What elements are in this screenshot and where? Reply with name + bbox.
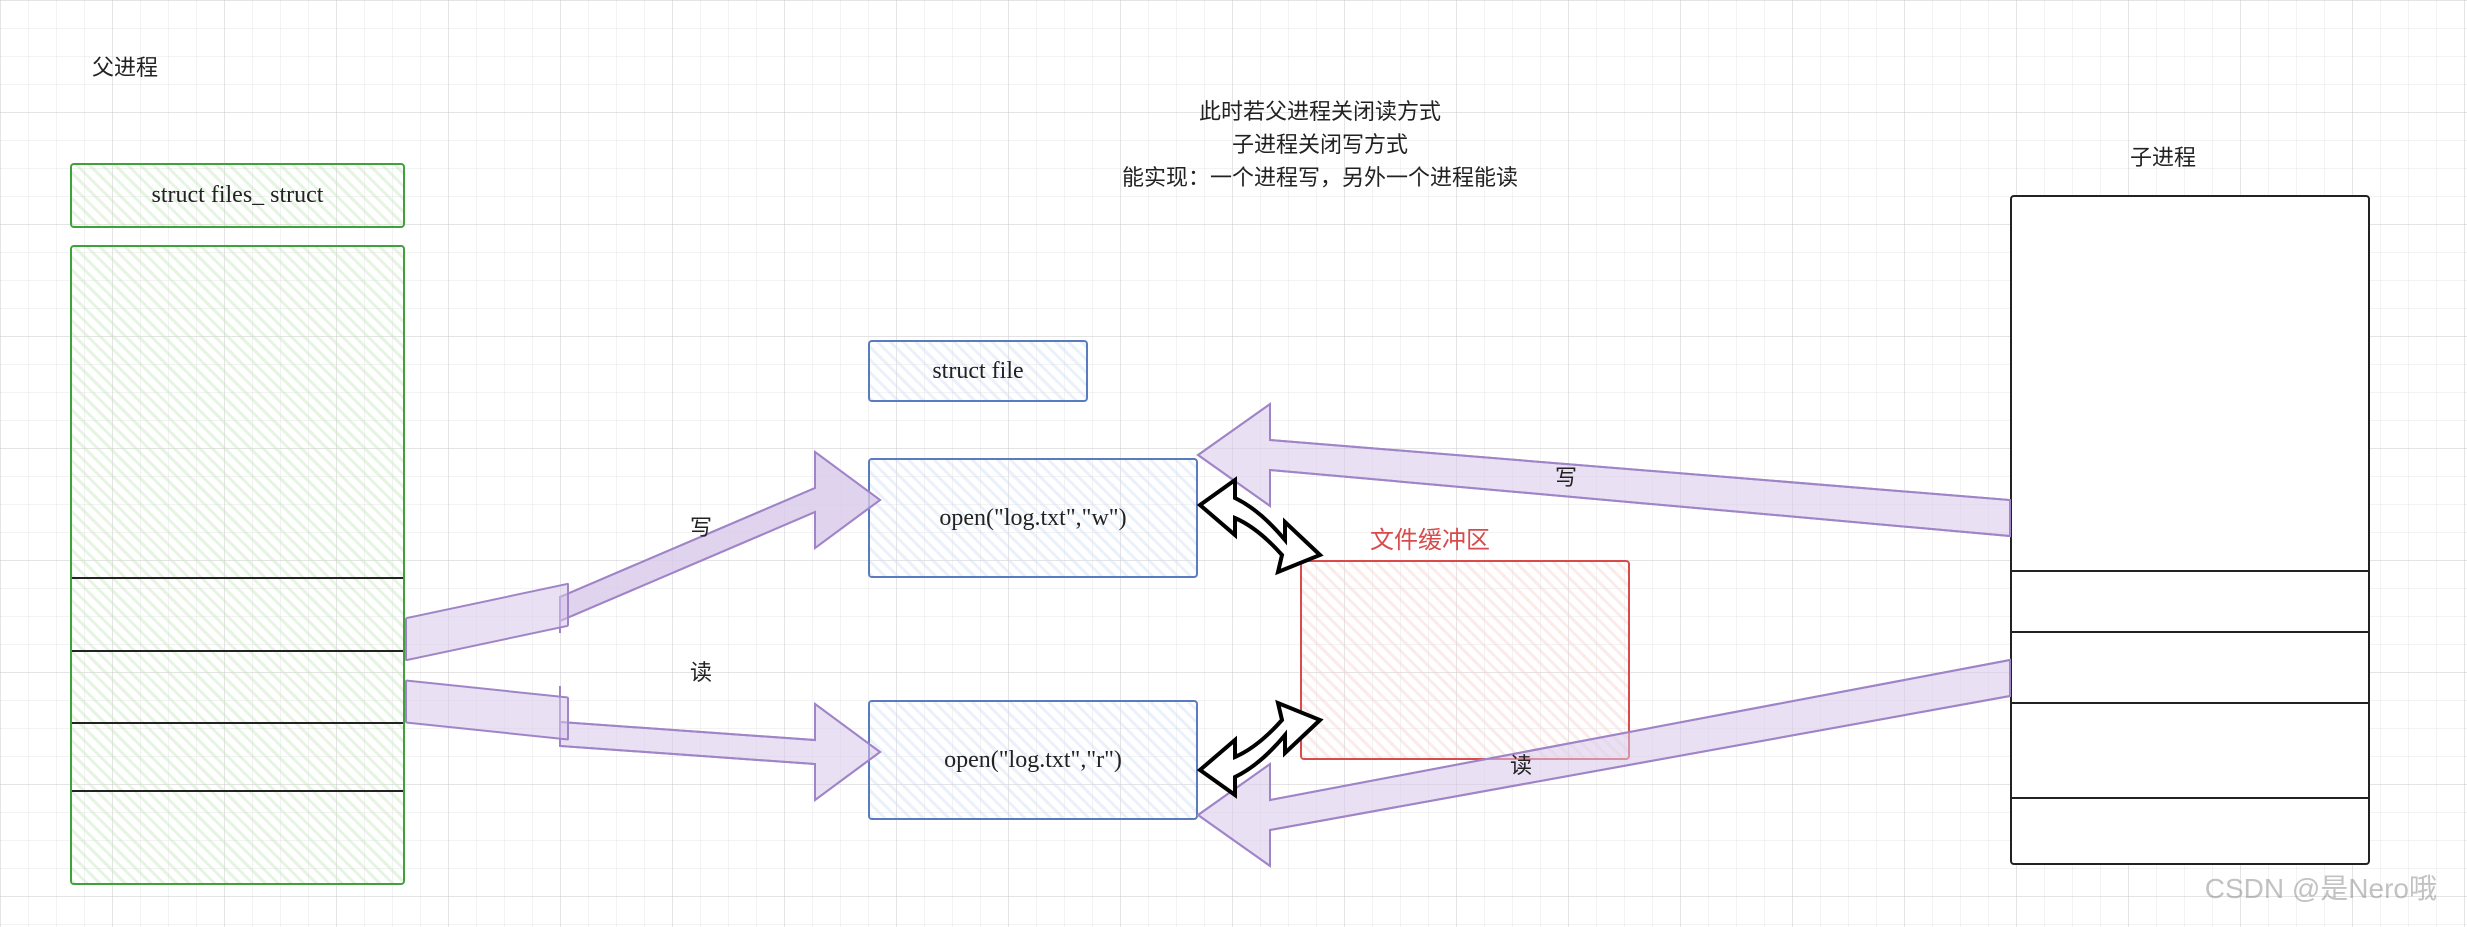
open-read-box: open("log.txt","r") xyxy=(868,700,1198,820)
buffer-label: 文件缓冲区 xyxy=(1370,520,1490,555)
child-body-box xyxy=(2010,195,2370,865)
child-div3 xyxy=(2012,702,2368,704)
label-write-right: 写 xyxy=(1555,460,1577,492)
label-read-left: 读 xyxy=(690,655,712,687)
parent-title: 父进程 xyxy=(92,50,158,82)
struct-file-header: struct file xyxy=(868,340,1088,402)
struct-file-header-text: struct file xyxy=(932,358,1023,385)
msg-line1: 此时若父进程关闭读方式 xyxy=(970,95,1670,128)
child-title: 子进程 xyxy=(2130,140,2196,172)
open-write-box: open("log.txt","w") xyxy=(868,458,1198,578)
parent-div2 xyxy=(72,650,403,652)
parent-div3 xyxy=(72,722,403,724)
parent-header-box: struct files_ struct xyxy=(70,163,405,228)
open-read-text: open("log.txt","r") xyxy=(944,747,1122,774)
msg-line2: 子进程关闭写方式 xyxy=(970,128,1670,161)
child-div2 xyxy=(2012,631,2368,633)
open-write-text: open("log.txt","w") xyxy=(939,505,1126,532)
hatch xyxy=(72,247,403,883)
parent-body-box xyxy=(70,245,405,885)
watermark: CSDN @是Nero哦 xyxy=(2205,867,2437,907)
buffer-box xyxy=(1300,560,1630,760)
label-write-left: 写 xyxy=(690,510,712,542)
child-div1 xyxy=(2012,570,2368,572)
child-div4 xyxy=(2012,797,2368,799)
label-read-right: 读 xyxy=(1510,748,1532,780)
parent-div4 xyxy=(72,790,403,792)
parent-div1 xyxy=(72,577,403,579)
msg-line3: 能实现：一个进程写，另外一个进程能读 xyxy=(970,161,1670,194)
description-text: 此时若父进程关闭读方式 子进程关闭写方式 能实现：一个进程写，另外一个进程能读 xyxy=(970,95,1670,194)
hatch xyxy=(1302,562,1628,758)
parent-header-text: struct files_ struct xyxy=(152,182,324,209)
